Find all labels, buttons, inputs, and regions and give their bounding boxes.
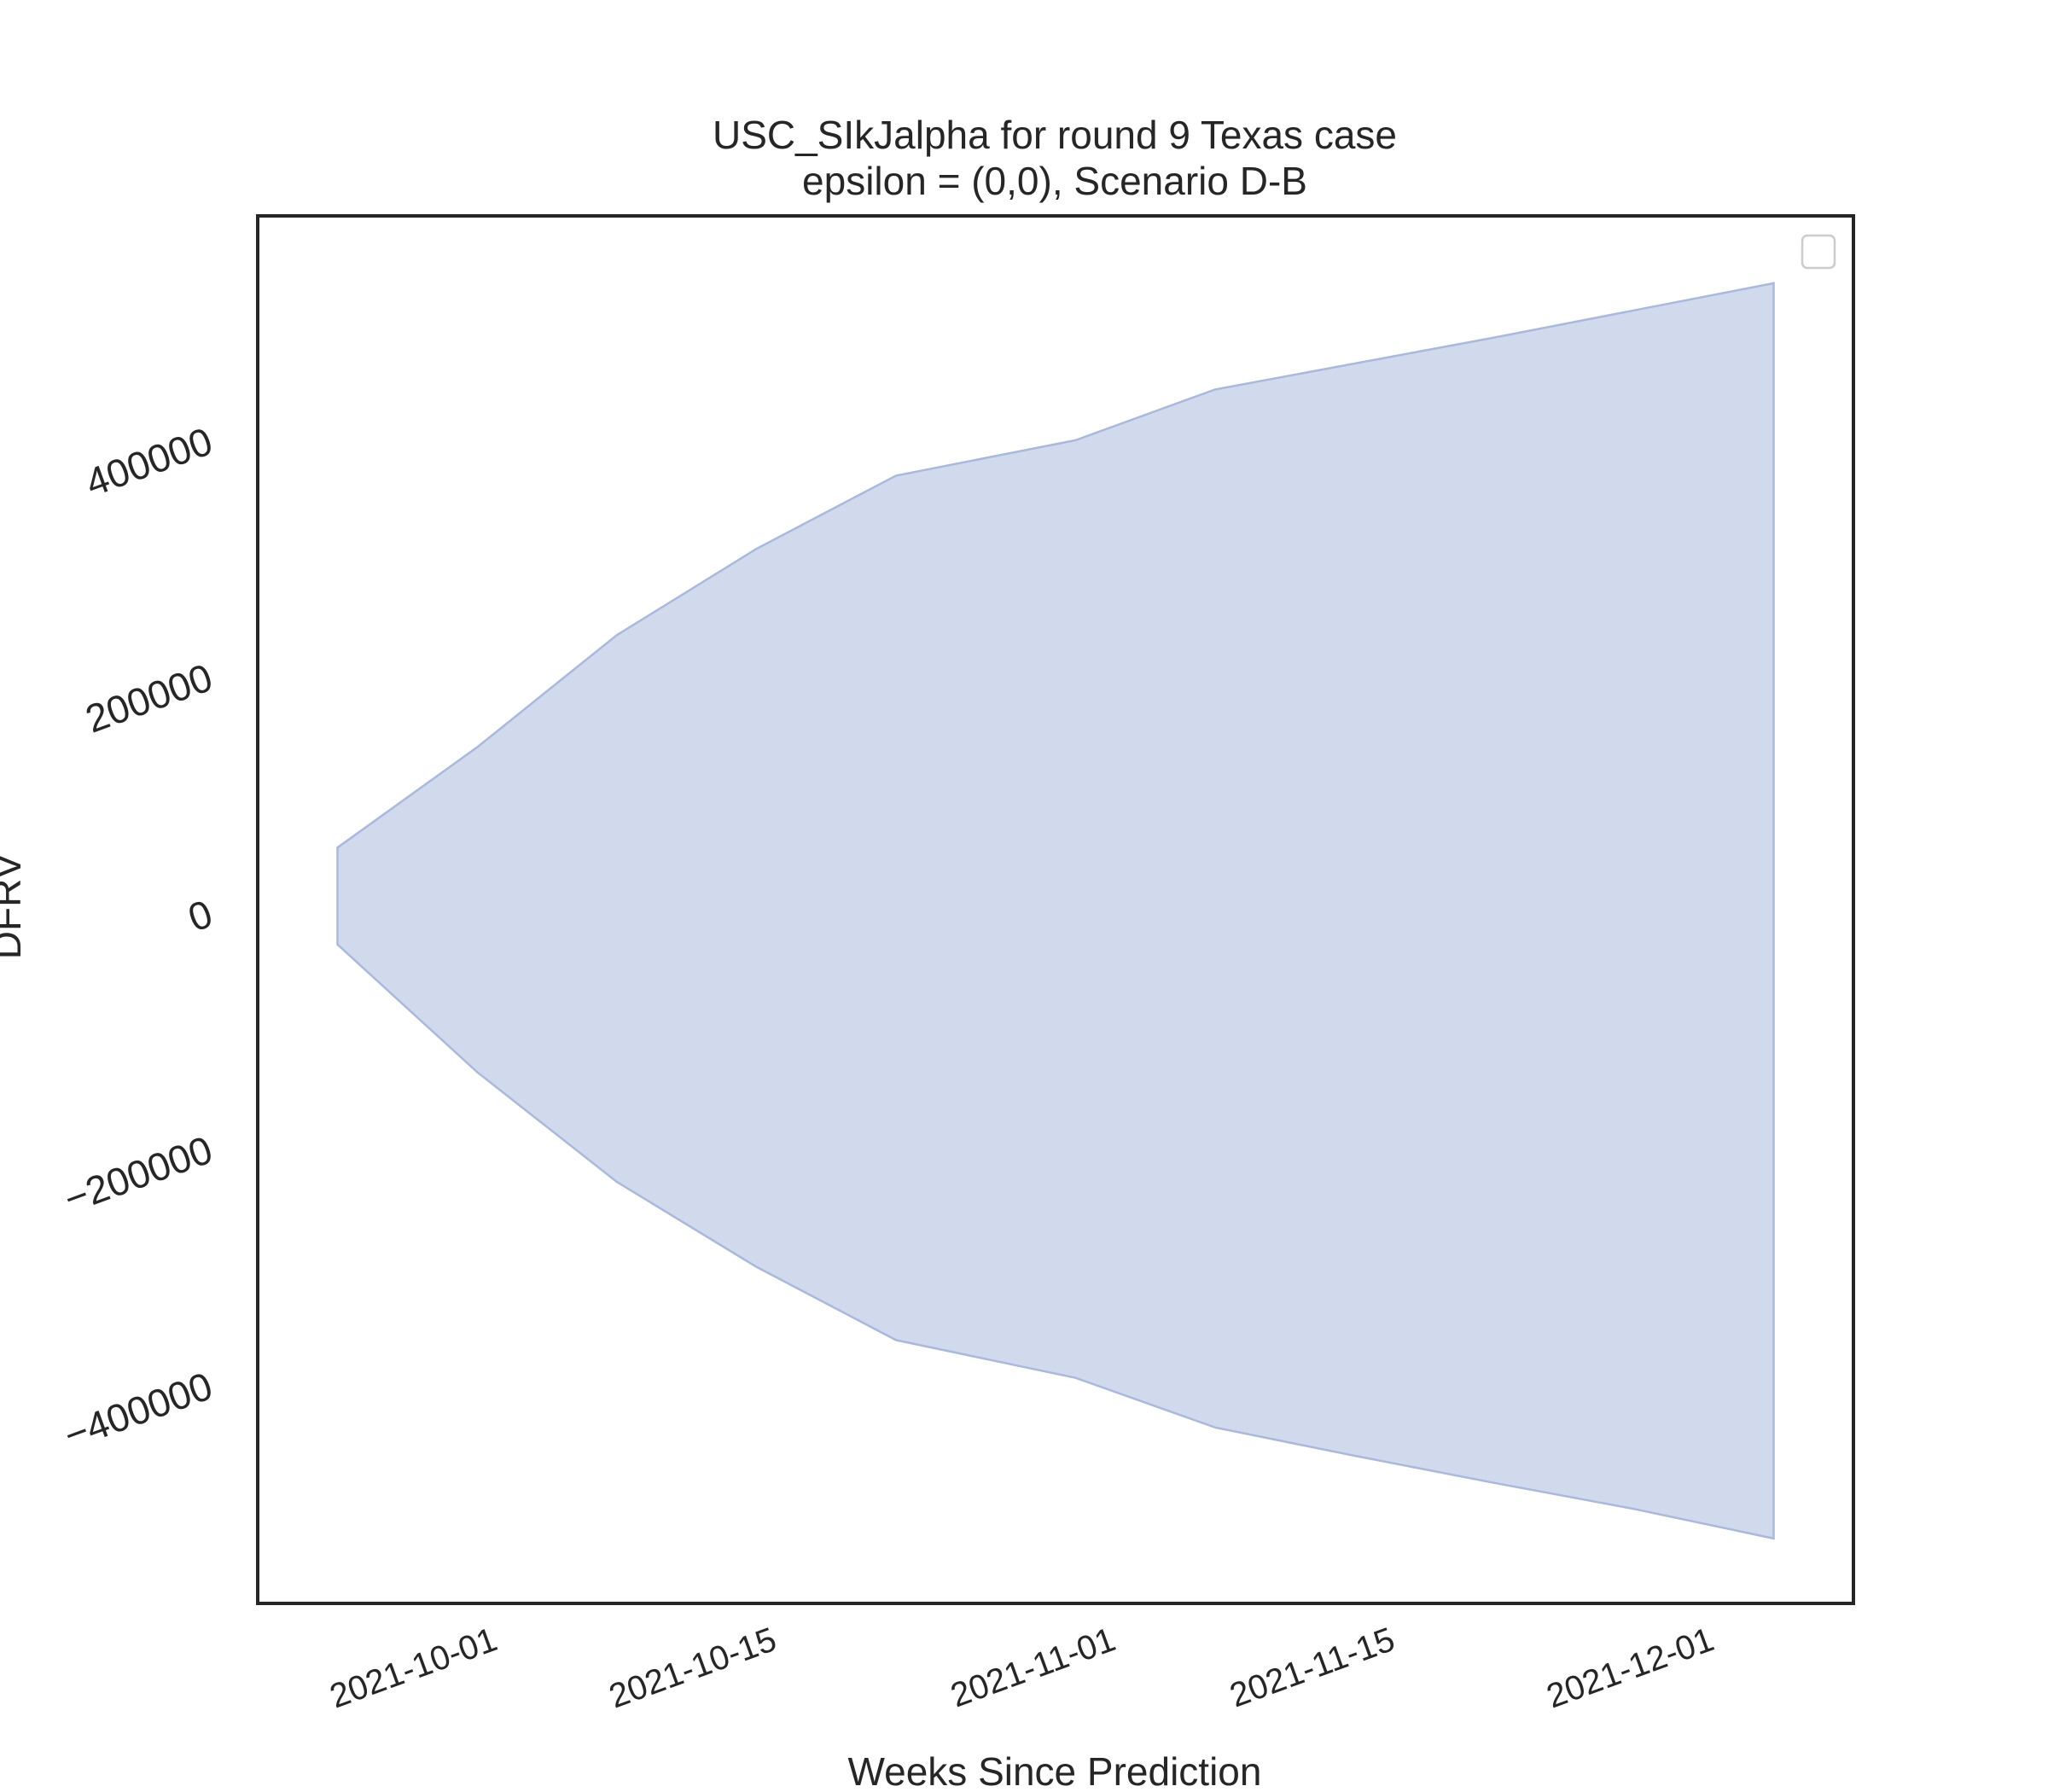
- y-axis-label: DFRV: [0, 852, 29, 959]
- legend-box: [1801, 234, 1836, 270]
- chart-title: USC_SIkJalpha for round 9 Texas case: [713, 113, 1397, 157]
- x-axis-label: Weeks Since Prediction: [848, 1749, 1262, 1792]
- x-tick-label: 2021-11-15: [1225, 1620, 1400, 1714]
- y-tick-label: −200000: [58, 1127, 218, 1222]
- x-tick-label: 2021-11-01: [945, 1620, 1120, 1714]
- chart-subtitle: epsilon = (0,0), Scenario D-B: [802, 159, 1307, 203]
- y-tick-label: 200000: [79, 655, 218, 741]
- x-tick-label: 2021-10-01: [325, 1620, 502, 1715]
- plot-area: [336, 282, 1775, 1540]
- x-tick-label: 2021-10-15: [604, 1620, 781, 1715]
- y-tick-label: −400000: [58, 1364, 218, 1458]
- y-tick-label: 0: [183, 891, 218, 940]
- confidence-band-0: [336, 282, 1775, 1540]
- plot-frame: [256, 214, 1855, 1605]
- y-axis-ticks: −400000 −200000 0 200000 400000: [58, 418, 218, 1457]
- legend: [1801, 234, 1836, 270]
- y-tick-label: 400000: [79, 418, 218, 504]
- x-tick-label: 2021-12-01: [1542, 1620, 1719, 1715]
- x-axis-ticks: 2021-10-01 2021-10-15 2021-11-01 2021-11-15…: [325, 1620, 1719, 1715]
